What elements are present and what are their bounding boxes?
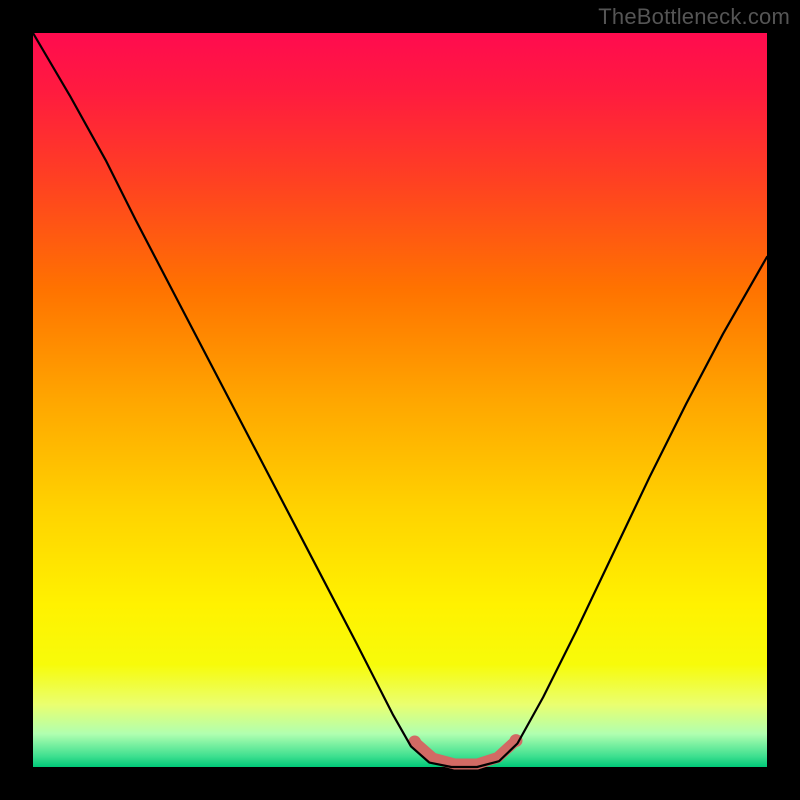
- bottleneck-chart: [0, 0, 800, 800]
- chart-container: { "meta": { "watermark_text": "TheBottle…: [0, 0, 800, 800]
- watermark-text: TheBottleneck.com: [598, 4, 790, 30]
- plot-background: [33, 33, 767, 767]
